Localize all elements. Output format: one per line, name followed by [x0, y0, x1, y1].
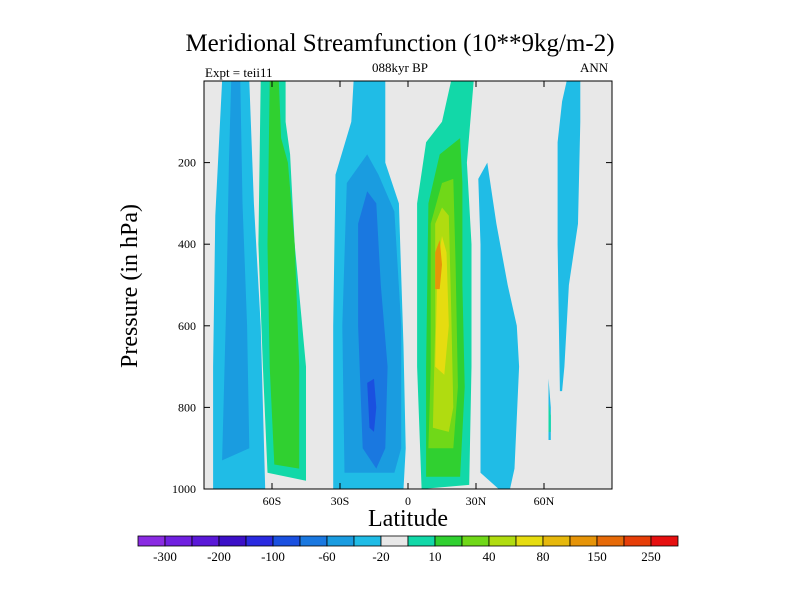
x-axis-label: Latitude — [368, 506, 448, 532]
colorbar-box — [326, 535, 355, 547]
y-axis: 200 400 600 800 1000 — [172, 156, 612, 496]
colorbar-box — [650, 535, 679, 547]
colorbar-label: -100 — [261, 549, 285, 564]
colorbar-label: 80 — [537, 549, 550, 564]
colorbar-box — [137, 535, 166, 547]
colorbar-box — [488, 535, 517, 547]
colorbar-box — [407, 535, 436, 547]
colorbar-box — [461, 535, 490, 547]
colorbar-label: -200 — [207, 549, 231, 564]
colorbar-label: 250 — [641, 549, 661, 564]
colorbar-box — [191, 535, 220, 547]
y-tick-label: 1000 — [172, 482, 196, 496]
contour-region-6 — [358, 191, 388, 469]
colorbar-label: 150 — [587, 549, 607, 564]
colorbar-box — [164, 535, 193, 547]
x-tick-label: 30S — [331, 494, 350, 508]
chart-title: Meridional Streamfunction (10**9kg/m-2) — [185, 30, 615, 57]
experiment-label: Expt = teii11 — [205, 65, 273, 80]
colorbar-label: 10 — [429, 549, 442, 564]
colorbar-box — [623, 535, 652, 547]
colorbar-box — [596, 535, 625, 547]
x-tick-label: 30N — [466, 494, 487, 508]
season-label: ANN — [580, 60, 609, 75]
x-tick-label: 60S — [263, 494, 282, 508]
colorbar-label: -300 — [153, 549, 177, 564]
colorbar-box — [245, 535, 274, 547]
x-tick-label: 0 — [405, 494, 411, 508]
contour-region-14 — [478, 162, 520, 489]
contour-region-17 — [548, 403, 551, 432]
colorbar-box — [299, 535, 328, 547]
y-tick-label: 400 — [178, 237, 196, 251]
contour-region-15 — [557, 81, 581, 392]
colorbar-label: -60 — [318, 549, 335, 564]
colorbar-box — [515, 535, 544, 547]
contour-region-3 — [267, 81, 300, 469]
colorbar-box — [434, 535, 463, 547]
time-label: 088kyr BP — [372, 60, 428, 75]
x-axis: 60S 30S 0 30N 60N — [263, 81, 555, 508]
colorbar-box — [569, 535, 598, 547]
colorbar-box — [272, 535, 301, 547]
colorbar-label: -20 — [372, 549, 389, 564]
contour-region-7 — [367, 378, 377, 432]
y-tick-label: 600 — [178, 319, 196, 333]
colorbar: -300 -200 -100 -60 -20 10 40 80 150 250 — [137, 535, 679, 564]
contour-layer — [213, 81, 581, 489]
y-axis-label: Pressure (in hPa) — [117, 204, 143, 368]
colorbar-box — [218, 535, 247, 547]
contour-region-1 — [222, 81, 250, 461]
colorbar-box — [542, 535, 571, 547]
colorbar-label: 40 — [483, 549, 496, 564]
colorbar-box — [353, 535, 382, 547]
y-tick-label: 200 — [178, 156, 196, 170]
contour-region-13 — [435, 240, 442, 290]
colorbar-box — [380, 535, 409, 547]
y-tick-label: 800 — [178, 400, 196, 414]
x-tick-label: 60N — [534, 494, 555, 508]
